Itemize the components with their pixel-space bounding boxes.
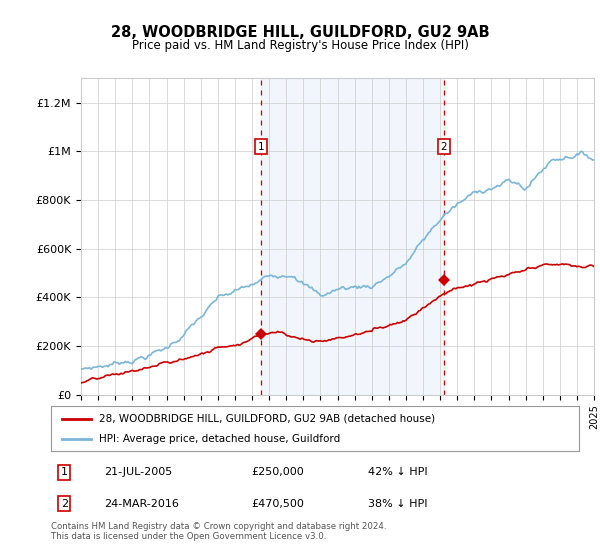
Text: 24-MAR-2016: 24-MAR-2016 [104,498,179,508]
Text: 1: 1 [258,142,265,152]
Text: £470,500: £470,500 [251,498,305,508]
Text: £250,000: £250,000 [251,467,304,477]
Text: 1: 1 [61,467,68,477]
Text: 28, WOODBRIDGE HILL, GUILDFORD, GU2 9AB (detached house): 28, WOODBRIDGE HILL, GUILDFORD, GU2 9AB … [98,413,434,423]
Text: 21-JUL-2005: 21-JUL-2005 [104,467,172,477]
Text: 28, WOODBRIDGE HILL, GUILDFORD, GU2 9AB: 28, WOODBRIDGE HILL, GUILDFORD, GU2 9AB [110,25,490,40]
Text: Contains HM Land Registry data © Crown copyright and database right 2024.
This d: Contains HM Land Registry data © Crown c… [51,522,386,542]
Text: 42% ↓ HPI: 42% ↓ HPI [368,467,427,477]
Text: Price paid vs. HM Land Registry's House Price Index (HPI): Price paid vs. HM Land Registry's House … [131,39,469,53]
Bar [262,78,444,395]
Text: 2: 2 [441,142,448,152]
Text: HPI: Average price, detached house, Guildford: HPI: Average price, detached house, Guil… [98,434,340,444]
Text: 2: 2 [61,498,68,508]
Text: 38% ↓ HPI: 38% ↓ HPI [368,498,427,508]
